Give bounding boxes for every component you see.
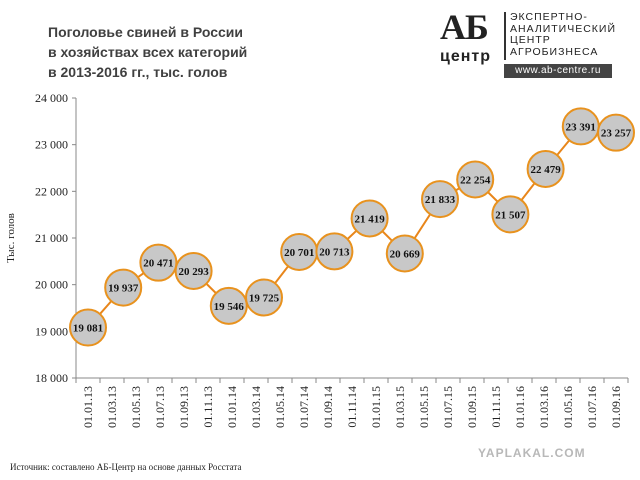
- x-tick-label: 01.03.16: [537, 386, 551, 428]
- y-tick-label: 19 000: [35, 324, 68, 338]
- ab-centre-logo: АБ центр ЭКСПЕРТНО- АНАЛИТИЧЕСКИЙ ЦЕНТР …: [438, 7, 630, 78]
- x-tick-label: 01.09.15: [465, 386, 479, 428]
- source-note: Источник: составлено АБ-Центр на основе …: [10, 462, 242, 472]
- y-tick-label: 23 000: [35, 138, 68, 152]
- y-tick-label: 20 000: [35, 278, 68, 292]
- logo-url: www.ab-centre.ru: [504, 64, 612, 78]
- x-tick-label: 01.05.15: [417, 386, 431, 428]
- logo-line-2: АНАЛИТИЧЕСКИЙ: [510, 22, 617, 35]
- x-tick-label: 01.11.13: [201, 386, 215, 428]
- data-point: [174, 251, 213, 290]
- x-tick-label: 01.07.13: [153, 386, 167, 428]
- data-label: 21 507: [495, 209, 526, 221]
- logo-separator: [504, 12, 506, 60]
- logo-ab-text: АБ: [440, 7, 489, 47]
- logo-line-4: АГРОБИЗНЕСА: [510, 45, 599, 58]
- x-tick-label: 01.07.16: [585, 386, 599, 428]
- data-point: [209, 286, 248, 325]
- y-axis-title: Тыс. голов: [5, 213, 17, 263]
- data-point: [597, 113, 635, 152]
- x-tick-label: 01.11.14: [345, 386, 359, 428]
- x-tick-label: 01.01.15: [369, 386, 383, 428]
- data-point: [69, 308, 107, 347]
- data-label: 22 254: [460, 174, 491, 186]
- x-tick-label: 01.05.13: [129, 386, 143, 428]
- data-point: [350, 199, 389, 238]
- logo-caption: ЭКСПЕРТНО- АНАЛИТИЧЕСКИЙ ЦЕНТР АГРОБИЗНЕ…: [510, 11, 617, 58]
- data-point: [385, 234, 424, 273]
- chart-title: Поголовье свиней в России в хозяйствах в…: [48, 22, 278, 82]
- data-point: [245, 278, 283, 317]
- x-tick-label: 01.05.14: [273, 386, 287, 428]
- data-label: 20 669: [390, 248, 421, 260]
- x-tick-label: 01.03.13: [105, 386, 119, 428]
- data-point: [456, 160, 495, 199]
- data-label: 20 713: [319, 246, 350, 258]
- x-tick-label: 01.01.16: [513, 386, 527, 428]
- x-tick-label: 01.09.16: [609, 386, 623, 428]
- data-label: 23 391: [566, 121, 596, 133]
- data-point: [315, 232, 354, 271]
- data-point: [491, 195, 530, 234]
- x-tick-label: 01.03.15: [393, 386, 407, 428]
- x-tick-label: 01.09.14: [321, 386, 335, 428]
- title-line-3: в 2013-2016 гг., тыс. голов: [48, 64, 228, 80]
- logo-line-3: ЦЕНТР: [510, 34, 551, 46]
- logo-line-1: ЭКСПЕРТНО-: [510, 11, 588, 23]
- data-label: 20 293: [178, 266, 209, 278]
- logo-mark: АБ центр: [440, 7, 500, 70]
- title-line-2: в хозяйствах всех категорий: [48, 44, 248, 60]
- data-point: [139, 243, 178, 282]
- data-label: 19 081: [73, 323, 103, 335]
- data-label: 19 937: [108, 283, 139, 295]
- data-label: 19 546: [214, 301, 245, 313]
- data-point: [421, 180, 459, 219]
- y-tick-label: 21 000: [35, 231, 68, 245]
- title-line-1: Поголовье свиней в России: [48, 24, 243, 40]
- data-label: 20 701: [284, 247, 314, 259]
- data-point: [104, 268, 143, 307]
- x-tick-label: 01.11.15: [489, 386, 503, 428]
- y-tick-label: 24 000: [35, 91, 68, 105]
- data-point: [526, 149, 565, 188]
- y-tick-label: 18 000: [35, 371, 68, 385]
- data-label: 23 257: [601, 128, 632, 140]
- data-label: 22 479: [530, 164, 561, 176]
- y-tick-label: 22 000: [35, 184, 68, 198]
- data-label: 20 471: [143, 258, 173, 270]
- watermark: YAPLAKAL.COM: [478, 446, 586, 460]
- logo-center-text: центр: [440, 48, 492, 65]
- x-tick-label: 01.09.13: [177, 386, 191, 428]
- x-tick-label: 01.05.16: [561, 386, 575, 428]
- x-tick-label: 01.03.14: [249, 386, 263, 428]
- x-tick-label: 01.07.14: [297, 386, 311, 428]
- x-tick-label: 01.07.15: [441, 386, 455, 428]
- data-label: 21 419: [354, 213, 385, 225]
- x-tick-label: 01.01.14: [225, 386, 239, 428]
- x-tick-label: 01.01.13: [81, 386, 95, 428]
- data-label: 19 725: [249, 293, 280, 305]
- data-label: 21 833: [425, 194, 456, 206]
